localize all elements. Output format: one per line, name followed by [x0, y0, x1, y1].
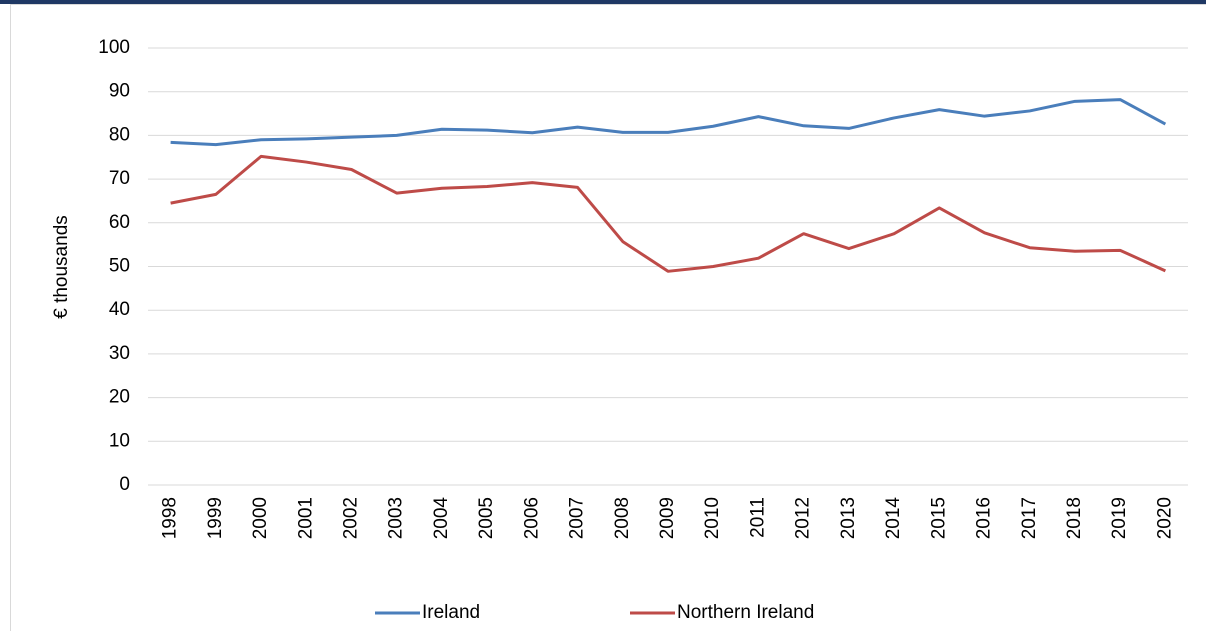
y-tick-label: 100 [98, 37, 130, 58]
y-tick-label: 50 [109, 256, 130, 277]
x-tick-label: 2000 [250, 497, 271, 539]
x-tick-label: 1998 [160, 497, 181, 539]
x-tick-label: 2004 [431, 497, 452, 540]
x-tick-label: 2015 [928, 497, 949, 539]
x-tick-label: 1999 [205, 497, 226, 539]
legend-label: Northern Ireland [677, 602, 814, 623]
y-axis-label: € thousands [51, 215, 72, 319]
x-tick-label: 2017 [1019, 497, 1040, 539]
y-tick-label: 20 [109, 387, 130, 408]
y-tick-label: 40 [109, 299, 130, 320]
x-tick-label: 2005 [476, 497, 497, 539]
y-tick-label: 90 [109, 81, 130, 102]
x-tick-label: 2003 [386, 497, 407, 539]
y-tick-label: 30 [109, 343, 130, 364]
x-tick-label: 2016 [974, 497, 995, 539]
y-tick-label: 0 [119, 474, 130, 495]
x-tick-label: 2018 [1064, 497, 1085, 539]
top-bar [0, 0, 1206, 4]
y-tick-label: 10 [109, 430, 130, 451]
x-tick-label: 2014 [883, 497, 904, 540]
x-tick-label: 2007 [567, 497, 588, 539]
x-tick-label: 2020 [1154, 497, 1175, 539]
y-tick-label: 70 [109, 168, 130, 189]
x-tick-label: 2012 [793, 497, 814, 539]
data-line [171, 100, 1166, 145]
x-tick-label: 2013 [838, 497, 859, 539]
y-tick-label: 60 [109, 212, 130, 233]
x-tick-label: 2006 [521, 497, 542, 539]
x-tick-label: 2001 [295, 497, 316, 539]
x-tick-label: 2019 [1109, 497, 1130, 539]
x-tick-label: 2002 [340, 497, 361, 539]
x-tick-label: 2010 [702, 497, 723, 539]
legend-label: Ireland [422, 602, 480, 623]
x-tick-label: 2011 [747, 497, 768, 538]
y-tick-label: 80 [109, 124, 130, 145]
x-tick-label: 2009 [657, 497, 678, 539]
data-line [171, 156, 1166, 271]
x-tick-label: 2008 [612, 497, 633, 539]
